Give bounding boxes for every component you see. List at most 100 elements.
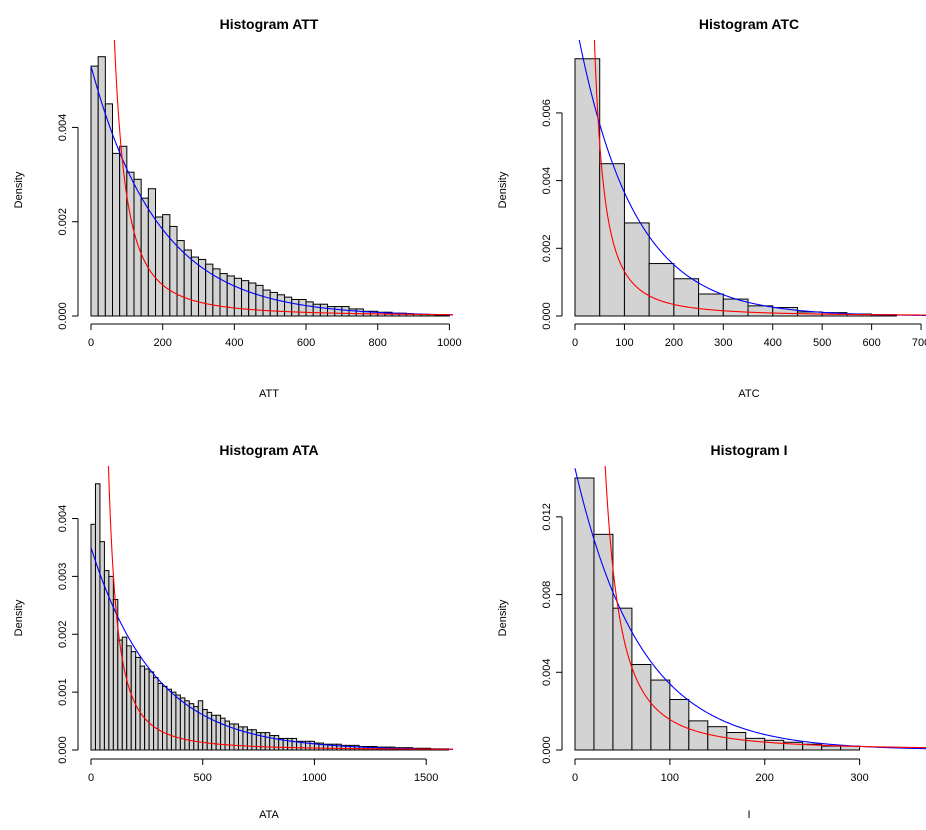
histogram-bar — [434, 314, 443, 317]
histogram-bar — [291, 299, 300, 317]
histogram-bar — [287, 737, 293, 751]
y-tick-label: 0.004 — [541, 659, 553, 687]
histogram-bar — [673, 278, 700, 317]
exponential-fit-line — [90, 65, 454, 316]
histogram-bar — [170, 691, 177, 751]
histogram-bar — [112, 152, 121, 317]
histogram-bar — [334, 306, 343, 317]
histogram-bar — [276, 294, 286, 317]
histogram-bar — [104, 103, 114, 317]
histogram-bar — [273, 735, 280, 751]
y-tick-label: 0.002 — [541, 235, 553, 263]
histogram-bar — [298, 299, 307, 317]
x-tick-label: 100 — [615, 337, 633, 349]
histogram-bars — [574, 58, 897, 317]
x-tick-label: 600 — [297, 337, 315, 349]
y-axis: 0.000 0.004 0.008 0.012 — [541, 503, 563, 764]
histogram-bar — [262, 289, 271, 317]
histogram-bar — [348, 308, 357, 317]
x-tick-label: 800 — [369, 337, 387, 349]
x-axis: 0 100 200 300 — [572, 758, 869, 784]
y-tick-label: 0.002 — [57, 208, 69, 236]
pareto-fit-line — [113, 40, 454, 316]
chart-title: Histogram ATA — [219, 442, 318, 458]
x-tick-label: 500 — [194, 772, 212, 784]
y-axis-label: Density — [497, 171, 509, 208]
pareto-fit-line — [593, 40, 926, 316]
histogram-bar — [183, 249, 192, 317]
histogram-bar — [255, 284, 264, 317]
histogram-bar — [233, 277, 243, 317]
chart-title: Histogram ATC — [699, 16, 799, 32]
histogram-bar — [147, 188, 157, 317]
y-axis-label: Density — [13, 599, 25, 636]
x-tick-label: 300 — [850, 772, 868, 784]
x-axis-label: ATA — [259, 809, 279, 821]
x-tick-label: 0 — [572, 337, 578, 349]
y-axis: 0.000 0.002 0.004 — [57, 114, 79, 330]
y-axis: 0.000 0.001 0.002 0.003 0.004 — [57, 505, 79, 764]
histogram-bar — [162, 214, 171, 317]
chart-title: Histogram ATT — [220, 16, 319, 32]
y-tick-label: 0.006 — [541, 99, 553, 127]
histogram-bar — [341, 306, 350, 317]
x-axis: 0 500 1000 1500 — [88, 758, 438, 784]
histogram-bar — [764, 739, 785, 751]
histogram-bar — [574, 58, 601, 317]
x-tick-label: 1000 — [302, 772, 326, 784]
histogram-bar — [144, 668, 150, 751]
histogram-bar — [99, 541, 105, 751]
histogram-bar — [241, 280, 250, 317]
histogram-bar — [747, 305, 774, 317]
histogram-bar — [260, 732, 266, 751]
x-tick-label: 0 — [88, 772, 94, 784]
histogram-bar — [153, 677, 159, 751]
x-tick-label: 0 — [572, 772, 578, 784]
histogram-bar — [179, 697, 186, 751]
histogram-bar — [269, 291, 278, 317]
histogram-bar — [220, 717, 226, 751]
x-tick-label: 200 — [756, 772, 774, 784]
histogram-bar — [309, 740, 315, 751]
y-tick-label: 0.001 — [57, 678, 69, 706]
histogram-bar — [821, 745, 842, 751]
histogram-bars — [90, 483, 450, 751]
panel-histogram-ata: Histogram ATA ATA Density 0 500 1000 1500 0.… — [13, 442, 454, 821]
x-axis-label: ATC — [738, 388, 759, 400]
histogram-bar — [574, 477, 595, 751]
y-tick-label: 0.004 — [57, 114, 69, 142]
histogram-bar — [631, 664, 652, 751]
histogram-bar — [648, 263, 675, 317]
histogram-bar — [139, 665, 146, 751]
x-axis-label: ATT — [259, 388, 279, 400]
x-tick-label: 500 — [813, 337, 831, 349]
histogram-bar — [336, 743, 342, 751]
y-axis-label: Density — [497, 599, 509, 636]
histogram-bar — [226, 275, 235, 317]
histogram-bar — [248, 282, 257, 317]
exponential-fit-line — [90, 547, 454, 750]
histogram-bar — [90, 65, 99, 317]
x-tick-label: 400 — [225, 337, 243, 349]
histogram-bar — [190, 256, 200, 317]
panel-histogram-i: Histogram I I Density 0 100 200 3000.0000.0… — [497, 442, 926, 821]
histogram-bar — [155, 216, 164, 317]
x-tick-label: 200 — [154, 337, 172, 349]
histogram-bar — [121, 636, 128, 751]
y-tick-label: 0.000 — [541, 302, 553, 330]
histogram-bar — [126, 645, 132, 751]
histogram-bar — [166, 688, 172, 751]
chart-title: Histogram I — [710, 442, 787, 458]
x-axis: 0 100 200 300 400 500 600 700 — [572, 323, 926, 349]
histogram-bar — [175, 694, 181, 751]
x-tick-label: 0 — [88, 337, 94, 349]
x-axis: 0 200 400 600 800 1000 — [88, 323, 462, 349]
y-tick-label: 0.004 — [541, 167, 553, 195]
histogram-bar — [133, 178, 142, 317]
histogram-bar — [157, 682, 164, 751]
histogram-bar — [162, 685, 168, 751]
histogram-bar — [193, 706, 199, 751]
pareto-fit-line — [604, 466, 926, 749]
panel-histogram-atc: Histogram ATC ATC Density 0 100 200 300 400 5… — [497, 16, 926, 400]
